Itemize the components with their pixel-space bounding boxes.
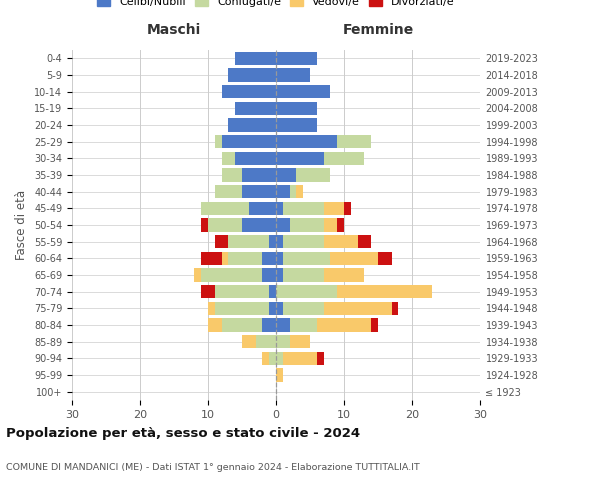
Bar	[276, 102, 317, 115]
Bar	[276, 235, 283, 248]
Bar	[221, 252, 229, 265]
Bar	[296, 168, 331, 181]
Bar	[323, 202, 344, 215]
Bar	[262, 252, 276, 265]
Bar	[283, 268, 323, 281]
Bar	[290, 218, 323, 232]
Bar	[317, 352, 323, 365]
Bar	[323, 235, 358, 248]
Bar	[242, 335, 256, 348]
Bar	[331, 252, 378, 265]
Bar	[378, 252, 392, 265]
Text: COMUNE DI MANDANICI (ME) - Dati ISTAT 1° gennaio 2024 - Elaborazione TUTTITALIA.: COMUNE DI MANDANICI (ME) - Dati ISTAT 1°…	[6, 462, 420, 471]
Bar	[215, 135, 221, 148]
Bar	[371, 318, 378, 332]
Bar	[215, 235, 229, 248]
Bar	[194, 268, 201, 281]
Bar	[249, 202, 276, 215]
Bar	[201, 252, 221, 265]
Bar	[201, 202, 249, 215]
Bar	[290, 335, 310, 348]
Bar	[269, 352, 276, 365]
Bar	[276, 218, 290, 232]
Bar	[269, 302, 276, 315]
Bar	[262, 318, 276, 332]
Bar	[276, 302, 283, 315]
Bar	[276, 285, 337, 298]
Bar	[276, 68, 310, 82]
Text: Maschi: Maschi	[147, 22, 201, 36]
Bar	[221, 85, 276, 98]
Bar	[229, 252, 262, 265]
Bar	[283, 252, 331, 265]
Bar	[215, 285, 269, 298]
Bar	[323, 218, 337, 232]
Bar	[337, 135, 371, 148]
Bar	[276, 268, 283, 281]
Bar	[221, 152, 235, 165]
Bar	[276, 368, 283, 382]
Bar	[276, 202, 283, 215]
Bar	[276, 152, 323, 165]
Bar	[201, 285, 215, 298]
Bar	[242, 185, 276, 198]
Bar	[323, 302, 392, 315]
Bar	[323, 152, 364, 165]
Bar	[269, 285, 276, 298]
Bar	[276, 318, 290, 332]
Legend: Celibi/Nubili, Coniugati/e, Vedovi/e, Divorziati/e: Celibi/Nubili, Coniugati/e, Vedovi/e, Di…	[97, 0, 455, 7]
Bar	[317, 318, 371, 332]
Bar	[276, 135, 337, 148]
Bar	[208, 318, 221, 332]
Bar	[262, 352, 269, 365]
Bar	[221, 318, 262, 332]
Bar	[242, 168, 276, 181]
Bar	[296, 185, 303, 198]
Bar	[283, 302, 323, 315]
Bar	[344, 202, 351, 215]
Bar	[201, 268, 262, 281]
Bar	[276, 118, 317, 132]
Bar	[201, 218, 208, 232]
Bar	[276, 185, 290, 198]
Bar	[290, 185, 296, 198]
Bar	[229, 235, 269, 248]
Bar	[215, 185, 242, 198]
Bar	[337, 218, 344, 232]
Bar	[283, 352, 317, 365]
Bar	[256, 335, 276, 348]
Bar	[323, 268, 364, 281]
Bar	[337, 285, 433, 298]
Bar	[276, 85, 331, 98]
Bar	[283, 235, 323, 248]
Bar	[215, 302, 269, 315]
Bar	[221, 135, 276, 148]
Text: Popolazione per età, sesso e stato civile - 2024: Popolazione per età, sesso e stato civil…	[6, 428, 360, 440]
Bar	[229, 68, 276, 82]
Bar	[235, 152, 276, 165]
Y-axis label: Fasce di età: Fasce di età	[16, 190, 28, 260]
Bar	[208, 302, 215, 315]
Bar	[283, 202, 323, 215]
Bar	[290, 318, 317, 332]
Bar	[242, 218, 276, 232]
Bar	[276, 252, 283, 265]
Bar	[221, 168, 242, 181]
Bar	[276, 335, 290, 348]
Bar	[208, 218, 242, 232]
Bar	[262, 268, 276, 281]
Bar	[235, 102, 276, 115]
Bar	[276, 52, 317, 65]
Bar	[392, 302, 398, 315]
Bar	[229, 118, 276, 132]
Text: Femmine: Femmine	[343, 22, 413, 36]
Bar	[269, 235, 276, 248]
Bar	[358, 235, 371, 248]
Bar	[235, 52, 276, 65]
Bar	[276, 352, 283, 365]
Bar	[276, 168, 296, 181]
